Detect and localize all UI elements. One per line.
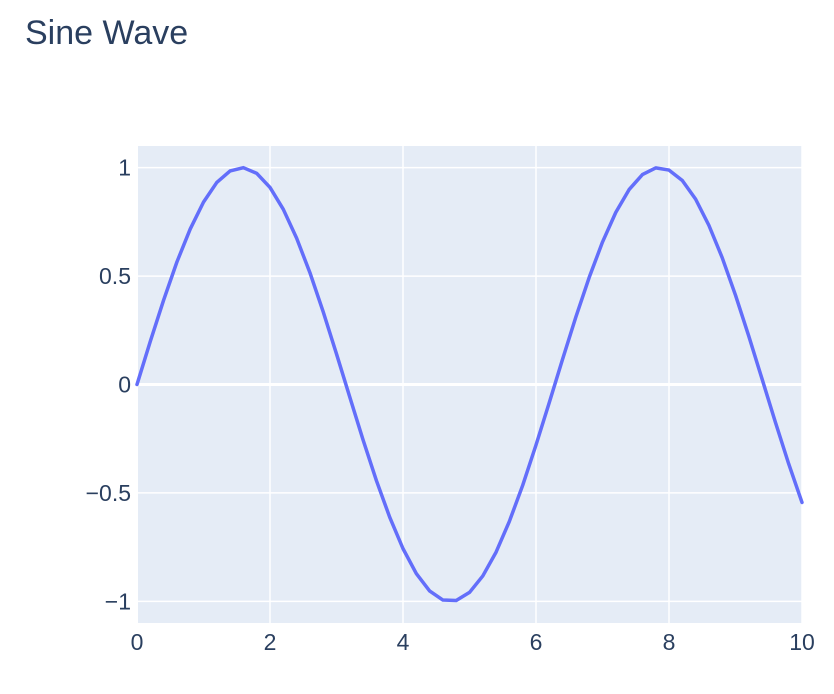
series-line [135, 165, 804, 603]
series-layer [135, 165, 804, 603]
y-tick-label: −0.5 [86, 480, 131, 506]
x-tick-label: 6 [530, 629, 543, 655]
chart-title: Sine Wave [25, 14, 189, 52]
grid-lines [136, 146, 803, 623]
x-tick-label: 0 [131, 629, 144, 655]
y-axis-ticks: −1 −0.5 0 0.5 1 [86, 155, 131, 615]
y-tick-label: 0.5 [99, 263, 131, 289]
x-tick-label: 4 [397, 629, 410, 655]
x-tick-label: 2 [264, 629, 277, 655]
x-axis-ticks: 0 2 4 6 8 10 [131, 629, 815, 655]
y-tick-label: 1 [118, 155, 131, 181]
x-tick-label: 10 [789, 629, 815, 655]
y-tick-label: 0 [118, 372, 131, 398]
x-tick-label: 8 [663, 629, 676, 655]
y-tick-label: −1 [105, 588, 131, 614]
